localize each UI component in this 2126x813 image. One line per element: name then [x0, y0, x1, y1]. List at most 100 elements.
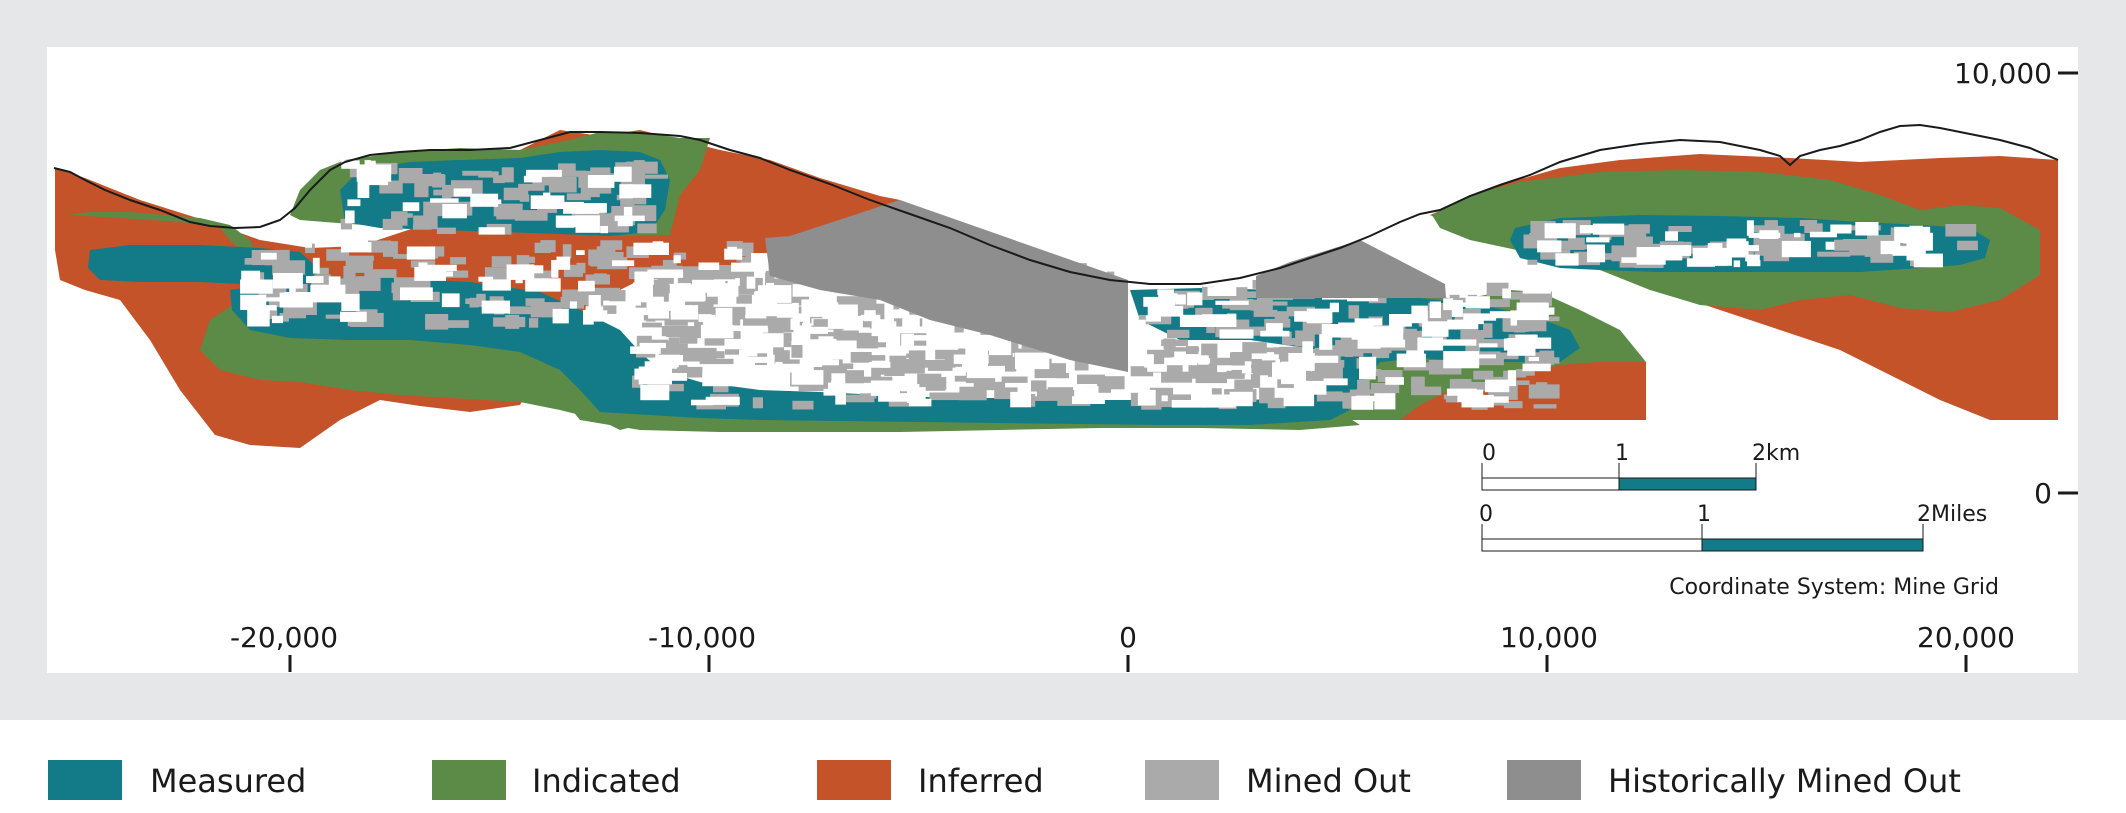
mined-out-patch: [1411, 376, 1425, 389]
mined-out-patch: [1628, 224, 1650, 234]
mined-out-patch: [1231, 369, 1246, 375]
unclassified-patch: [1281, 369, 1306, 385]
unclassified-patch: [1144, 354, 1154, 368]
unclassified-patch: [1215, 300, 1249, 305]
scale-bar-miles: 0 1 2Miles: [1479, 502, 1987, 552]
scale-miles-segment-1: [1481, 538, 1703, 552]
unclassified-patch: [328, 276, 341, 291]
mined-out-patch: [1226, 370, 1245, 379]
mined-out-patch: [484, 267, 516, 279]
unclassified-patch: [827, 315, 863, 329]
mined-out-patch: [860, 319, 880, 325]
mined-out-patch: [1267, 397, 1286, 409]
unclassified-patch: [247, 309, 270, 327]
unclassified-patch: [640, 384, 670, 401]
mined-out-patch: [1542, 316, 1560, 322]
unclassified-patch: [340, 311, 367, 322]
mined-out-patch: [1297, 372, 1315, 383]
unclassified-patch: [1809, 231, 1837, 238]
mined-out-patch: [445, 270, 469, 278]
mined-out-patch: [514, 210, 548, 221]
unclassified-patch: [1281, 361, 1313, 367]
mined-out-patch: [1259, 387, 1275, 404]
unclassified-patch: [617, 218, 633, 227]
mined-out-patch: [1195, 372, 1227, 384]
unclassified-patch: [724, 248, 743, 260]
unclassified-patch: [576, 250, 585, 255]
unclassified-patch: [791, 370, 824, 385]
mined-out-patch: [906, 353, 918, 358]
unclassified-patch: [1470, 315, 1484, 325]
mined-out-patch: [681, 366, 703, 378]
mined-out-patch: [432, 174, 446, 188]
mined-out-patch: [566, 193, 591, 201]
unclassified-patch: [902, 314, 920, 329]
mined-out-patch: [525, 298, 545, 306]
mined-out-patch: [489, 296, 504, 304]
mined-out-patch: [555, 170, 586, 177]
legend-label-historically-mined-out: Historically Mined Out: [1608, 762, 1961, 800]
unclassified-patch: [1145, 315, 1161, 322]
unclassified-patch: [523, 175, 542, 183]
unclassified-patch: [1321, 324, 1357, 338]
mined-out-patch: [503, 187, 529, 201]
unclassified-patch: [886, 335, 900, 348]
unclassified-patch: [1516, 302, 1549, 321]
unclassified-patch: [1825, 241, 1835, 250]
scale-miles-label-2: 2Miles: [1917, 502, 1987, 527]
unclassified-patch: [1354, 318, 1382, 326]
unclassified-patch: [367, 160, 376, 167]
mined-out-patch: [743, 318, 772, 326]
unclassified-patch: [1745, 254, 1760, 262]
mined-out-patch: [662, 260, 677, 269]
mined-out-patch: [1483, 323, 1493, 338]
legend-swatch-mined-out: [1145, 760, 1219, 800]
mined-out-patch: [343, 265, 356, 281]
mined-out-patch: [713, 385, 729, 393]
mined-out-patch: [600, 240, 623, 250]
unclassified-patch: [556, 223, 575, 228]
mined-out-patch: [1167, 329, 1190, 338]
unclassified-patch: [1451, 300, 1463, 317]
mined-out-patch: [1201, 343, 1218, 359]
mined-out-patch: [1195, 307, 1213, 316]
unclassified-patch: [1323, 378, 1348, 386]
mined-out-patch: [1528, 384, 1560, 399]
unclassified-patch: [552, 308, 569, 324]
y-axis: 10,000 0: [1954, 57, 2078, 510]
unclassified-patch: [357, 181, 370, 198]
mined-out-patch: [1203, 293, 1235, 299]
unclassified-patch: [578, 280, 595, 292]
unclassified-patch: [506, 264, 535, 280]
unclassified-patch: [734, 356, 768, 363]
mined-out-patch: [423, 201, 446, 217]
y-tick-label-0: 0: [2034, 477, 2052, 510]
mined-out-patch: [1504, 380, 1530, 385]
mined-out-patch: [316, 267, 329, 275]
mined-out-patch: [1253, 309, 1278, 317]
mined-out-patch: [994, 387, 1018, 400]
mined-out-patch: [1473, 356, 1504, 366]
unclassified-patch: [1359, 369, 1376, 380]
unclassified-patch: [1459, 285, 1468, 298]
unclassified-patch: [425, 264, 457, 271]
mined-out-patch: [462, 170, 492, 176]
unclassified-patch: [1442, 339, 1477, 346]
mined-out-patch: [548, 176, 577, 193]
mined-out-patch: [1764, 220, 1778, 227]
mined-out-patch: [523, 256, 535, 264]
mined-out-patch: [1617, 231, 1638, 236]
mined-out-patch: [1251, 359, 1262, 370]
mined-out-patch: [1577, 259, 1600, 266]
unclassified-patch: [525, 278, 561, 292]
unclassified-patch: [1443, 298, 1454, 311]
unclassified-patch: [1010, 391, 1031, 408]
unclassified-patch: [1429, 301, 1441, 319]
unclassified-patch: [1225, 284, 1236, 296]
unclassified-patch: [600, 226, 608, 234]
unclassified-patch: [797, 313, 807, 322]
unclassified-patch: [1522, 363, 1551, 372]
unclassified-patch: [543, 192, 551, 198]
mined-out-patch: [419, 174, 434, 186]
